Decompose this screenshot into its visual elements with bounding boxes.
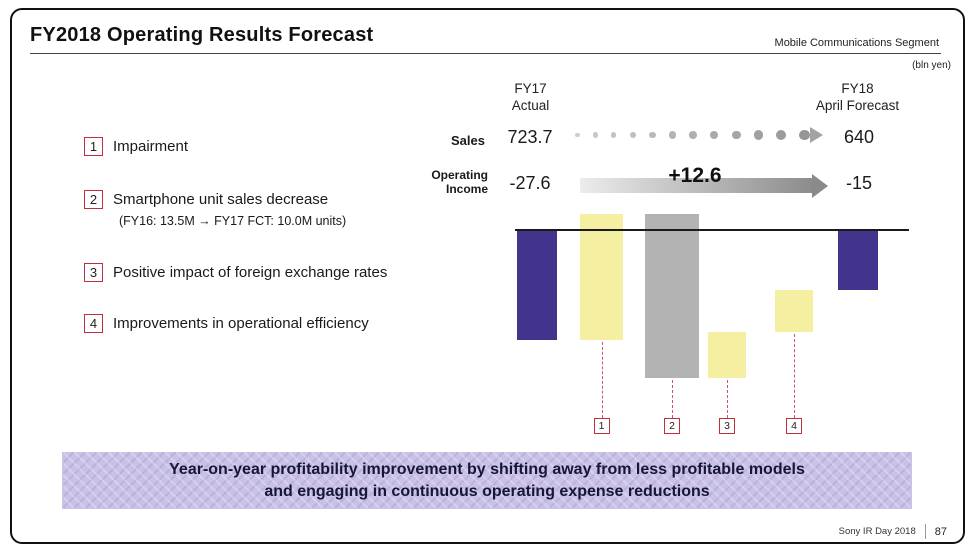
- chart-item-number-4: 4: [786, 418, 802, 434]
- trend-dot: [710, 130, 719, 140]
- trend-dot: [799, 129, 810, 141]
- operating-income-fy18-value: -15: [845, 173, 872, 193]
- waterfall-bar-2: [580, 214, 623, 341]
- banner-line2: and engaging in continuous operating exp…: [264, 482, 710, 500]
- fy18-label-line1: FY18: [841, 81, 874, 96]
- legend-number-4: 4: [84, 314, 103, 333]
- header-rule: [30, 53, 941, 54]
- footer-page-number: 87: [934, 525, 947, 538]
- waterfall-chart: 1 2 3 4: [505, 150, 915, 450]
- leader-line-4: [794, 334, 795, 418]
- sales-trend-dots: [575, 126, 810, 144]
- waterfall-bar-5: [775, 290, 813, 332]
- operating-income-row-label: Operating Income: [398, 168, 488, 196]
- footer: Sony IR Day 2018 87: [839, 524, 947, 539]
- waterfall-bar-1: [517, 230, 557, 341]
- leader-line-3: [727, 380, 728, 418]
- fy17-label-line2: Actual: [511, 98, 550, 113]
- leader-line-2: [672, 380, 673, 418]
- operating-income-arrow-icon: [580, 178, 812, 193]
- unit-label: (bln yen): [912, 60, 951, 71]
- chart-item-number-3: 3: [719, 418, 735, 434]
- trend-dot: [689, 131, 697, 139]
- leader-line-1: [601, 342, 603, 418]
- chart-item-number-1: 1: [593, 418, 610, 434]
- legend-text-1: Impairment: [113, 138, 189, 155]
- legend-item-2-main: 2 Smartphone unit sales decrease: [84, 190, 346, 209]
- trend-dot: [575, 132, 580, 138]
- legend-number-1: 1: [84, 137, 103, 156]
- legend-item-3: 3 Positive impact of foreign exchange ra…: [84, 263, 387, 282]
- trend-dot: [610, 132, 617, 138]
- page-title: FY2018 Operating Results Forecast: [30, 24, 374, 46]
- waterfall-bar-3: [645, 214, 699, 378]
- trend-dot: [776, 130, 787, 140]
- footer-separator: [924, 524, 926, 539]
- legend-number-2: 2: [84, 190, 103, 209]
- waterfall-bar-6: [838, 230, 878, 290]
- trend-dot: [629, 131, 636, 139]
- sales-fy17-value: 723.7: [507, 127, 553, 147]
- legend-number-3: 3: [84, 263, 103, 282]
- banner-line1: Year-on-year profitability improvement b…: [169, 460, 805, 478]
- footer-event-label: Sony IR Day 2018: [838, 526, 916, 537]
- legend-item-4-main: 4 Improvements in operational efficiency: [84, 314, 369, 333]
- legend-text-2: Smartphone unit sales decrease: [113, 191, 329, 208]
- operating-income-label-line2: Income: [445, 182, 488, 196]
- sales-arrowhead-icon: [810, 127, 823, 143]
- operating-income-change-value: +12.6: [668, 164, 722, 187]
- sales-trend-arrow-icon: [575, 126, 823, 144]
- trend-dot: [753, 130, 764, 140]
- legend-item-1-main: 1 Impairment: [84, 137, 188, 156]
- zero-line: [515, 229, 909, 231]
- legend-text-3: Positive impact of foreign exchange rate…: [113, 264, 388, 281]
- column-header-fy18: FY18 April Forecast: [795, 80, 920, 114]
- column-header-fy17: FY17 Actual: [488, 80, 573, 114]
- trend-dot: [648, 131, 656, 139]
- summary-banner: Year-on-year profitability improvement b…: [62, 452, 912, 509]
- trend-dot: [731, 130, 741, 140]
- legend-item-1: 1 Impairment: [84, 137, 188, 156]
- legend-item-4: 4 Improvements in operational efficiency: [84, 314, 369, 333]
- sales-row-label: Sales: [451, 133, 485, 148]
- segment-label: Mobile Communications Segment: [774, 37, 939, 49]
- chart-item-number-2: 2: [664, 418, 680, 434]
- legend-subtext-2: (FY16: 13.5M → FY17 FCT: 10.0M units): [119, 214, 347, 228]
- trend-dot: [668, 131, 676, 139]
- sales-fy18-value: 640: [843, 127, 875, 147]
- legend-item-3-main: 3 Positive impact of foreign exchange ra…: [84, 263, 387, 282]
- operating-income-fy17-value: -27.6: [509, 173, 551, 193]
- legend-item-2: 2 Smartphone unit sales decrease (FY16: …: [84, 190, 346, 228]
- fy17-label-line1: FY17: [514, 81, 547, 96]
- trend-dot: [592, 132, 598, 138]
- legend-text-4: Improvements in operational efficiency: [113, 315, 369, 332]
- waterfall-bar-4: [708, 332, 746, 378]
- operating-income-label-line1: Operating: [431, 168, 488, 182]
- operating-income-arrowhead-icon: [812, 174, 828, 198]
- fy18-label-line2: April Forecast: [815, 98, 900, 113]
